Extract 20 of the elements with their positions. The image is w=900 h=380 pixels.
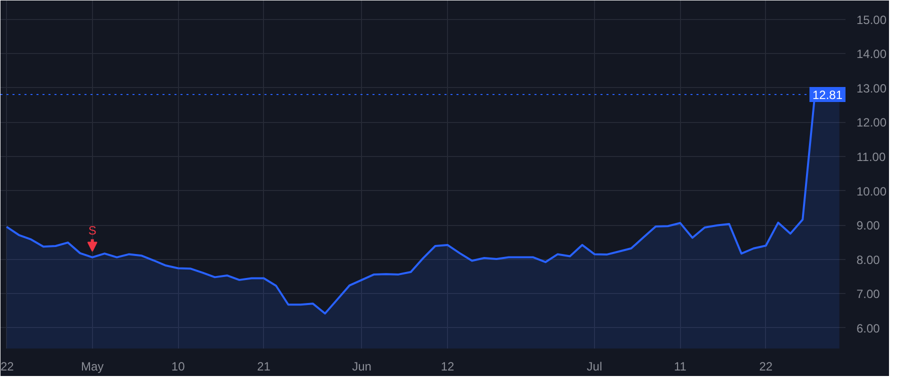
x-tick-label: 11 <box>674 360 687 374</box>
x-tick-label: 22 <box>0 360 14 374</box>
x-tick-label: 12 <box>440 360 454 374</box>
x-tick-label: 21 <box>257 360 271 374</box>
x-tick-label: Jun <box>352 360 372 374</box>
x-tick-label: 10 <box>171 360 186 374</box>
y-tick-label: 12.00 <box>856 116 887 130</box>
y-tick-label: 10.00 <box>856 184 887 198</box>
x-tick-label: 22 <box>759 360 773 374</box>
y-tick-label: 8.00 <box>856 252 880 267</box>
y-tick-label: 15.00 <box>856 12 887 27</box>
y-tick-label: 11.00 <box>856 150 886 164</box>
y-tick-label: 7.00 <box>856 287 880 302</box>
x-tick-label: May <box>81 360 104 374</box>
y-tick-label: 6.00 <box>856 321 880 336</box>
y-tick-label: 9.00 <box>856 218 880 233</box>
x-tick-label: Jul <box>586 360 602 374</box>
y-tick-label: 14.00 <box>856 47 887 62</box>
y-tick-label: 13.00 <box>856 81 887 96</box>
annotation: S <box>88 223 96 238</box>
